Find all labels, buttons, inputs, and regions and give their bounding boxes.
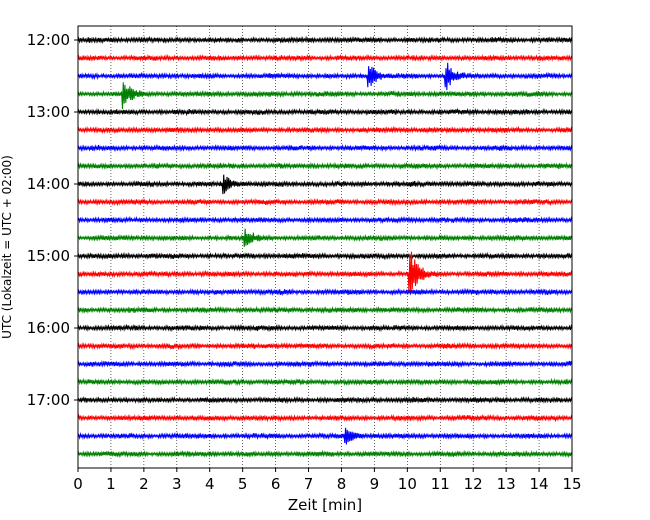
x-tick-label: 1 (106, 475, 116, 493)
y-tick-label: 12:00 (27, 31, 70, 49)
trace-line (77, 125, 573, 135)
y-tick-label: 17:00 (27, 391, 70, 409)
y-axis-label: UTC (Lokalzeit = UTC + 02:00) (0, 155, 14, 339)
trace-line (77, 215, 573, 225)
trace-line (77, 62, 573, 90)
x-tick-label: 10 (398, 475, 417, 493)
y-tick-label: 15:00 (27, 247, 70, 265)
trace-line (77, 427, 573, 445)
x-tick-label: 12 (464, 475, 483, 493)
trace-line (77, 413, 573, 423)
trace-line (77, 161, 573, 171)
trace-line (77, 395, 573, 405)
trace-line (77, 174, 573, 195)
x-tick-label: 8 (337, 475, 347, 493)
x-tick-label: 6 (271, 475, 281, 493)
x-tick-label: 0 (73, 475, 83, 493)
trace-line (77, 143, 573, 153)
trace-line (77, 82, 573, 109)
trace-line (77, 323, 573, 333)
x-tick-label: 4 (205, 475, 215, 493)
x-tick-label: 3 (172, 475, 182, 493)
x-axis-ticks: 0 1 2 3 4 5 6 7 8 9 10 11 12 13 14 15 (73, 468, 582, 493)
y-axis-ticks: 12:00 13:00 14:00 15:00 16:00 17:00 (27, 31, 78, 409)
trace-line (77, 53, 573, 63)
trace-line (77, 251, 573, 295)
x-tick-label: 15 (562, 475, 581, 493)
trace-line (77, 305, 573, 315)
trace-line (77, 341, 573, 351)
x-tick-label: 14 (530, 475, 549, 493)
y-tick-label: 14:00 (27, 175, 70, 193)
trace-line (77, 197, 573, 207)
x-tick-label: 13 (497, 475, 516, 493)
x-tick-label: 2 (139, 475, 149, 493)
trace-line (77, 449, 573, 459)
trace-group (77, 35, 573, 459)
x-tick-label: 7 (304, 475, 314, 493)
x-axis-label: Zeit [min] (288, 496, 362, 514)
trace-line (77, 35, 573, 45)
x-tick-label: 11 (431, 475, 450, 493)
trace-line (77, 107, 573, 117)
x-tick-label: 5 (238, 475, 248, 493)
trace-line (77, 287, 573, 297)
plot-frame (77, 25, 573, 469)
y-tick-label: 16:00 (27, 319, 70, 337)
x-tick-label: 9 (370, 475, 380, 493)
y-tick-label: 13:00 (27, 103, 70, 121)
trace-line (77, 377, 573, 387)
trace-line (77, 251, 573, 261)
trace-line (77, 228, 573, 247)
trace-line (77, 359, 573, 368)
